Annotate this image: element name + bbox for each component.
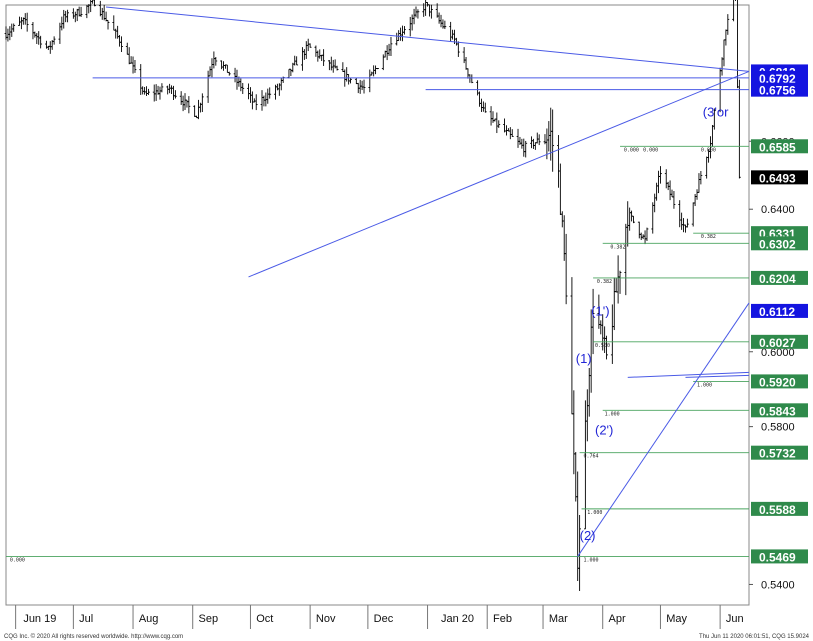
x-tick-label: Feb xyxy=(493,613,512,625)
trend-line xyxy=(248,70,750,278)
trend-line xyxy=(627,371,750,378)
level-box xyxy=(751,374,808,389)
y-tick-label: 0.6400 xyxy=(761,204,795,216)
wave-label: (1') xyxy=(591,303,609,318)
fib-label: 0.500 xyxy=(595,343,610,349)
level-label: 0.5469 xyxy=(759,550,796,564)
fib-label: 0.000 xyxy=(624,147,639,153)
level-label: 0.6302 xyxy=(759,237,796,251)
fib-label: 0.000 xyxy=(10,557,25,563)
x-tick-label: Jul xyxy=(79,613,93,625)
x-tick-label: May xyxy=(666,613,687,625)
x-tick-label: Aug xyxy=(139,613,159,625)
fib-label: 1.000 xyxy=(697,382,712,388)
level-box xyxy=(751,70,808,85)
level-box xyxy=(751,303,808,318)
fib-label: 1.000 xyxy=(587,510,602,516)
level-label: 0.6756 xyxy=(759,84,796,98)
footer-copyright: CQG Inc. © 2020 All rights reserved worl… xyxy=(4,634,184,640)
level-label: 0.6585 xyxy=(759,140,796,154)
level-label: 0.5843 xyxy=(759,404,796,418)
level-label: 0.6493 xyxy=(759,171,796,185)
fib-label: 0.764 xyxy=(583,454,598,460)
level-box xyxy=(751,334,808,349)
fib-label: 1.000 xyxy=(605,411,620,417)
fib-label: 0.000 xyxy=(701,147,716,153)
wave-label: (3'or xyxy=(703,104,729,119)
wave-label: (2) xyxy=(580,528,596,543)
trend-line xyxy=(577,302,750,557)
level-label: 0.5920 xyxy=(759,375,796,389)
trend-line xyxy=(685,374,750,378)
wave-label: (2') xyxy=(595,422,613,437)
level-box xyxy=(751,549,808,564)
wave-labels: (3'or (1') (1) (2') (2) xyxy=(576,104,729,543)
level-box xyxy=(751,82,808,97)
level-box xyxy=(751,236,808,251)
x-axis-labels: Jun 19 Jul Aug Sep Oct Nov Dec Jan 20 Feb Mar Apr M… xyxy=(23,613,743,625)
x-tick-label: Oct xyxy=(256,613,273,625)
level-box xyxy=(751,403,808,418)
x-tick-label: Dec xyxy=(374,613,394,625)
y-tick-label: 0.6000 xyxy=(761,347,795,359)
x-tick-label: Jan 20 xyxy=(441,613,474,625)
level-label: 0.6027 xyxy=(759,336,796,350)
x-tick-label: Nov xyxy=(316,613,336,625)
candles-group xyxy=(4,0,741,591)
level-box xyxy=(751,270,808,285)
x-tick-label: Jun 19 xyxy=(23,613,56,625)
x-tick-label: Mar xyxy=(549,613,568,625)
fib-label: 0.382 xyxy=(610,244,625,250)
level-boxes: 0.68120.67920.67560.65850.64930.63310.63… xyxy=(751,64,808,564)
y-tick-label: 0.5400 xyxy=(761,579,795,591)
level-box xyxy=(751,170,808,185)
level-label: 0.6204 xyxy=(759,272,796,286)
level-box xyxy=(751,445,808,460)
level-label: 0.6112 xyxy=(759,305,795,319)
trendlines-group xyxy=(92,6,750,557)
level-label: 0.5732 xyxy=(759,447,796,461)
x-tick-label: Jun xyxy=(726,613,744,625)
x-tick-label: Apr xyxy=(608,613,625,625)
wave-label: (1) xyxy=(576,351,592,366)
fib-lines-group: 0.000 0.000 0.000 0.382 0.382 0.382 0.500 1.000… xyxy=(6,145,749,563)
level-label: 0.5588 xyxy=(759,503,796,517)
level-label: 0.6792 xyxy=(759,72,796,86)
footer-timestamp: Thu Jun 11 2020 06:01:51, CQG 15.9024 xyxy=(699,634,809,640)
fib-label: 0.382 xyxy=(701,234,716,240)
fib-label: 0.000 xyxy=(643,147,658,153)
trend-line xyxy=(105,6,750,72)
level-box xyxy=(751,501,808,516)
fib-label: 1.000 xyxy=(583,557,598,563)
level-box xyxy=(751,139,808,154)
y-tick-label: 0.5800 xyxy=(761,422,795,434)
x-tick-label: Sep xyxy=(198,613,218,625)
fib-label: 0.382 xyxy=(597,279,612,285)
